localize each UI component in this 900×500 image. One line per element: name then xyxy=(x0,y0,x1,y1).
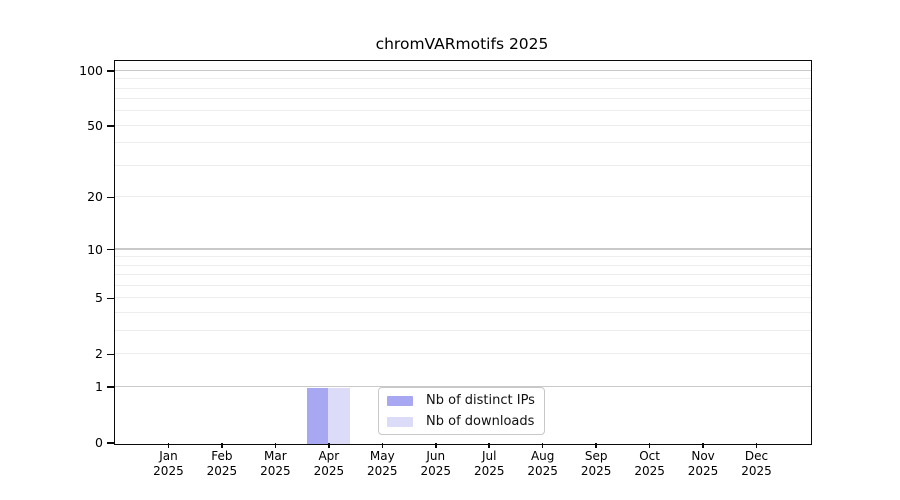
y-tick-mark xyxy=(107,248,115,251)
gridline-major xyxy=(114,69,811,71)
bar-nb-of-distinct-ips xyxy=(306,387,329,444)
x-tick-mark xyxy=(328,443,330,448)
x-tick-label: Aug 2025 xyxy=(527,449,558,478)
y-tick-mark xyxy=(107,353,115,356)
gridline-minor xyxy=(114,312,811,314)
gridline-minor xyxy=(114,98,811,100)
x-tick-label: Apr 2025 xyxy=(313,449,345,478)
x-tick-label: Jan 2025 xyxy=(153,449,184,478)
y-tick-label: 100 xyxy=(79,62,103,78)
legend-swatch-downloads xyxy=(387,416,413,427)
gridline-minor xyxy=(114,285,811,287)
y-tick-label: 0 xyxy=(95,435,103,450)
x-tick-mark xyxy=(595,443,597,448)
gridline-minor xyxy=(114,87,811,89)
x-tick-mark xyxy=(167,443,170,448)
x-tick-label: Oct 2025 xyxy=(634,449,665,478)
legend-entry-distinct-ips: Nb of distinct IPs xyxy=(387,391,544,410)
gridline-minor xyxy=(114,256,811,258)
y-tick-label: 20 xyxy=(87,189,103,205)
gridline-minor xyxy=(114,142,811,144)
gridline-minor xyxy=(114,165,811,167)
x-tick-label: Nov 2025 xyxy=(687,449,719,478)
x-tick-mark xyxy=(435,443,437,448)
plot-area xyxy=(113,59,812,445)
gridline-minor xyxy=(114,110,811,112)
x-tick-label: Sep 2025 xyxy=(580,449,612,478)
x-tick-mark xyxy=(702,443,704,448)
y-tick-label: 1 xyxy=(95,379,103,395)
x-tick-label: Jul 2025 xyxy=(473,449,505,478)
gridline-minor xyxy=(114,124,811,126)
y-tick-mark xyxy=(107,70,115,72)
y-tick-label: 2 xyxy=(95,346,103,362)
gridline-major xyxy=(114,385,811,388)
y-tick-mark xyxy=(107,297,115,300)
gridlines-layer xyxy=(114,61,811,444)
legend-label-distinct-ips: Nb of distinct IPs xyxy=(426,393,535,408)
x-tick-mark xyxy=(755,443,758,448)
x-tick-mark xyxy=(648,443,651,448)
y-tick-label: 5 xyxy=(95,290,103,306)
chart-title: chromVARmotifs 2025 xyxy=(375,35,549,53)
y-tick-label: 10 xyxy=(87,241,103,257)
legend-swatch-distinct-ips xyxy=(387,395,413,406)
y-tick-mark xyxy=(107,196,115,199)
x-tick-mark xyxy=(381,443,384,448)
gridline-minor xyxy=(114,264,811,266)
gridline-major xyxy=(114,248,811,250)
gridline-minor xyxy=(114,353,811,355)
x-tick-mark xyxy=(274,443,277,448)
gridline-minor xyxy=(114,330,811,332)
x-tick-mark xyxy=(221,443,223,448)
x-tick-mark xyxy=(541,443,544,448)
y-tick-mark xyxy=(107,386,115,388)
gridline-minor xyxy=(114,297,811,299)
gridline-minor xyxy=(114,78,811,80)
x-tick-mark xyxy=(488,443,490,448)
legend-entry-downloads: Nb of downloads xyxy=(387,412,544,431)
x-tick-label: May 2025 xyxy=(367,449,398,478)
y-tick-mark xyxy=(107,442,115,444)
x-tick-label: Jun 2025 xyxy=(420,449,452,478)
gridline-minor xyxy=(114,196,811,198)
legend: Nb of distinct IPs Nb of downloads xyxy=(378,387,545,435)
x-tick-label: Dec 2025 xyxy=(741,449,772,478)
x-tick-label: Feb 2025 xyxy=(206,449,238,478)
y-tick-mark xyxy=(107,125,115,127)
legend-label-downloads: Nb of downloads xyxy=(426,414,535,429)
gridline-minor xyxy=(114,274,811,276)
x-tick-label: Mar 2025 xyxy=(260,449,291,478)
y-tick-label: 50 xyxy=(87,117,103,133)
bars-layer xyxy=(115,61,811,444)
bar-nb-of-downloads xyxy=(328,387,350,444)
